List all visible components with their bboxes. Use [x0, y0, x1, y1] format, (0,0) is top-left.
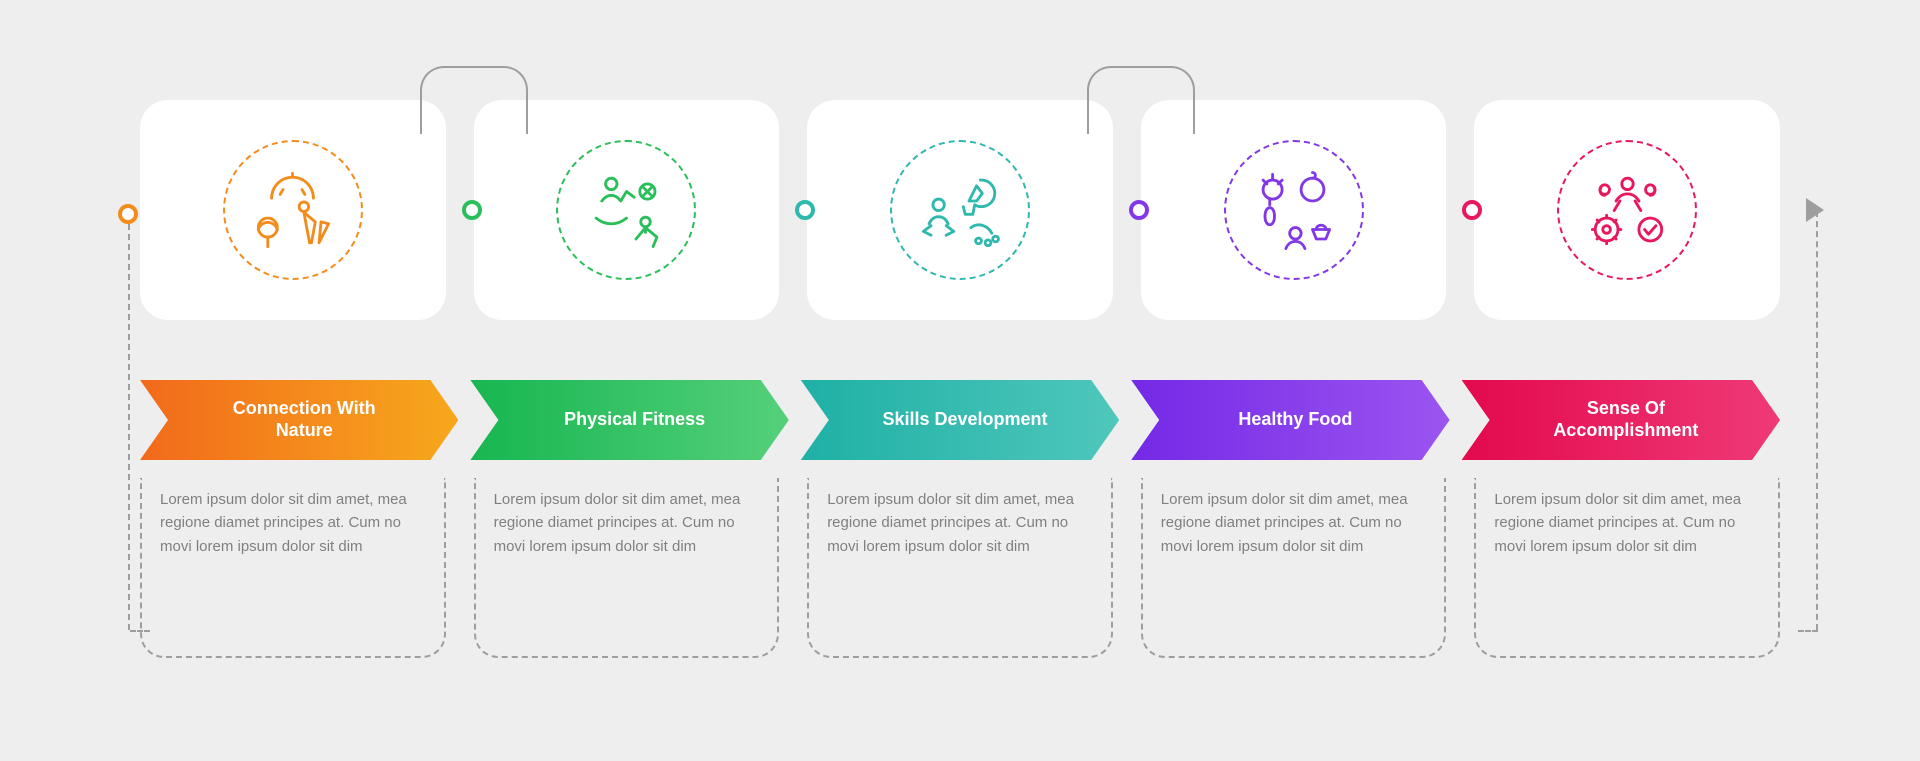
icon-card-row: [140, 100, 1780, 320]
step-dot-food: [1129, 200, 1149, 220]
arrow-label-nature: Connection With Nature: [140, 380, 458, 460]
infographic-stage: Connection With Nature Physical Fitness Sk…: [140, 100, 1780, 658]
arrow-label-skills: Skills Development: [801, 380, 1119, 460]
accomplishment-icon: [1557, 140, 1697, 280]
desc-nature: Lorem ipsum dolor sit dim amet, mea regi…: [140, 478, 446, 658]
step-dot-fitness: [462, 200, 482, 220]
icon-card-skills: [807, 100, 1113, 320]
right-dashed-connector: [1816, 211, 1818, 630]
arrow-label-row: Connection With Nature Physical Fitness Sk…: [140, 380, 1780, 460]
arrow-label-text: Connection With Nature: [214, 398, 394, 441]
nature-icon: [223, 140, 363, 280]
description-row: Lorem ipsum dolor sit dim amet, mea regi…: [140, 478, 1780, 658]
skills-icon: [890, 140, 1030, 280]
timeline-start-dot: [118, 204, 138, 224]
timeline-end-arrowhead: [1806, 198, 1824, 222]
arrow-label-text: Skills Development: [882, 409, 1047, 431]
desc-food: Lorem ipsum dolor sit dim amet, mea regi…: [1141, 478, 1447, 658]
top-connector: [420, 66, 528, 134]
desc-fitness: Lorem ipsum dolor sit dim amet, mea regi…: [474, 478, 780, 658]
fitness-icon: [556, 140, 696, 280]
arrow-label-text: Healthy Food: [1238, 409, 1352, 431]
icon-card-accomplishment: [1474, 100, 1780, 320]
icon-card-nature: [140, 100, 446, 320]
arrow-label-text: Physical Fitness: [564, 409, 705, 431]
left-dashed-connector: [128, 224, 130, 630]
top-connector: [1087, 66, 1195, 134]
step-dot-skills: [795, 200, 815, 220]
arrow-label-fitness: Physical Fitness: [470, 380, 788, 460]
desc-accomplishment: Lorem ipsum dolor sit dim amet, mea regi…: [1474, 478, 1780, 658]
arrow-label-food: Healthy Food: [1131, 380, 1449, 460]
desc-skills: Lorem ipsum dolor sit dim amet, mea regi…: [807, 478, 1113, 658]
arrow-label-accomplishment: Sense Of Accomplishment: [1462, 380, 1780, 460]
food-icon: [1224, 140, 1364, 280]
step-dot-accomplishment: [1462, 200, 1482, 220]
arrow-label-text: Sense Of Accomplishment: [1536, 398, 1716, 441]
